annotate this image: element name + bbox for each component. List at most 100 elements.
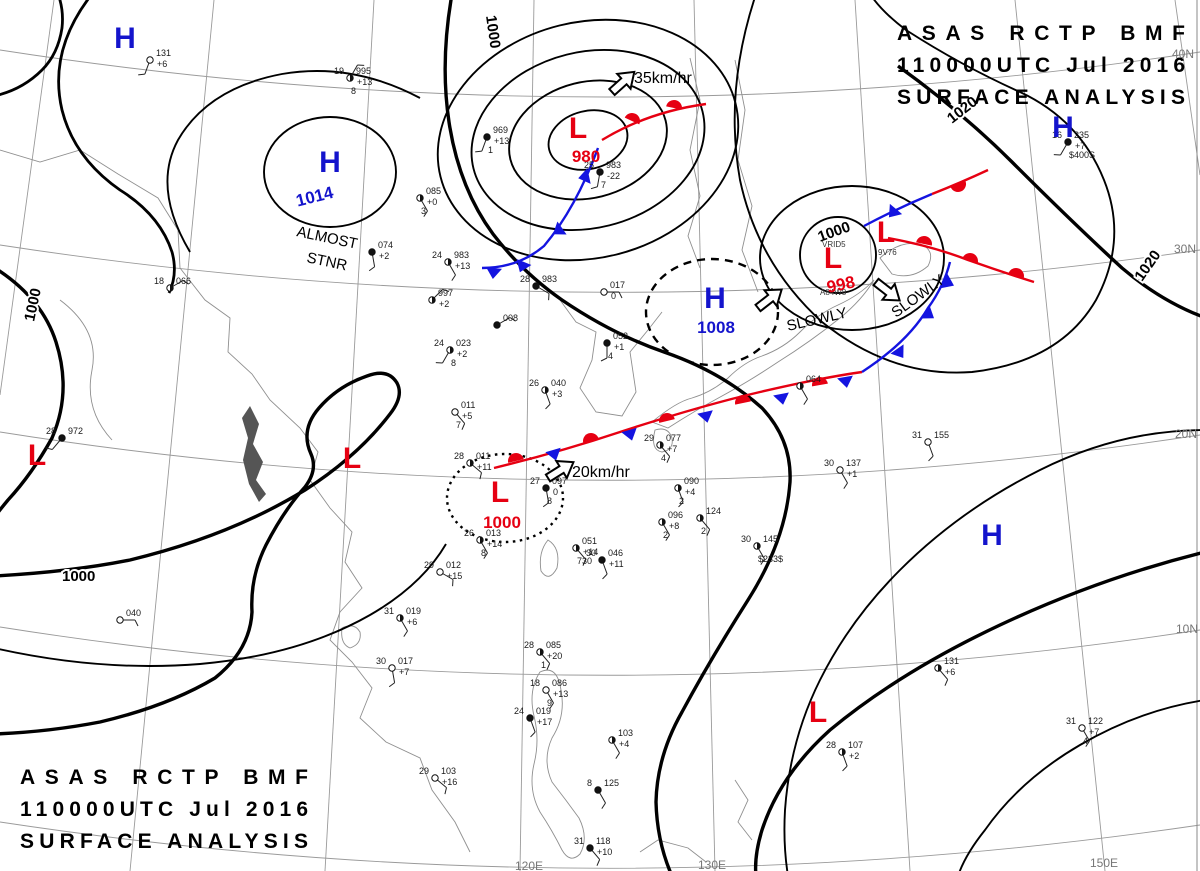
wind-barb-tick <box>45 447 53 450</box>
station-plot: 31 122+74 <box>1066 716 1103 747</box>
station-pressure: 118 <box>596 836 610 846</box>
station-extra: 730 <box>577 556 592 566</box>
annotation-label: SLOWLY <box>785 305 849 335</box>
wind-barb-tick <box>590 186 598 190</box>
isobar-1000-west-upper <box>0 269 65 513</box>
station-temp: 8 <box>587 778 592 788</box>
front-occluded-ne-blue <box>863 192 933 228</box>
wind-barb-tick <box>388 682 395 688</box>
station-pressure: 972 <box>68 426 83 436</box>
station-temp: 31 <box>1066 716 1076 726</box>
station-temp: 19 <box>334 66 344 76</box>
wind-barb-tick <box>542 502 549 508</box>
cold-front-marker <box>837 375 853 388</box>
station-plot: 040 <box>116 608 141 627</box>
low-symbol: L <box>491 476 509 509</box>
station-half-fill <box>540 648 544 656</box>
isobar-dotted-l1000 <box>445 452 565 544</box>
wind-barb-tick <box>760 558 765 565</box>
station-plot: 064 <box>796 374 821 405</box>
station-pressure: 097 <box>552 476 567 486</box>
station-plot: 31 155 <box>912 430 949 462</box>
coast-taiwan <box>539 539 559 577</box>
station-tendency: +17 <box>537 717 552 727</box>
station-plot: 29 103+16 <box>419 766 457 795</box>
station-plot: 31 118+10 <box>574 836 612 866</box>
movement-arrow-icon <box>754 288 783 313</box>
station-pressure: 017 <box>610 280 625 290</box>
wind-barb-tick <box>530 731 536 738</box>
warm-front-marker <box>666 100 682 110</box>
station-tendency: +7 <box>1089 727 1099 737</box>
wind-barb-tick <box>615 752 620 759</box>
station-extra: 4 <box>1083 736 1088 746</box>
station-pressure: 995 <box>356 66 371 76</box>
coast-hokkaido <box>879 242 932 277</box>
station-plot: 8 125 <box>587 778 619 809</box>
station-tendency: +11 <box>609 559 624 569</box>
coastlines <box>0 57 932 863</box>
station-extra: 8 <box>481 548 486 558</box>
front-occluded-ne-red <box>931 168 989 196</box>
wind-barb-tick <box>803 398 808 405</box>
station-plot: 16 235+7$400S <box>1052 130 1095 160</box>
title-top-right-line: SURFACE ANALYSIS <box>897 86 1185 109</box>
pressure-value: 1014 <box>294 183 336 211</box>
station-temp: 31 <box>912 430 922 440</box>
station-half-fill <box>480 536 484 544</box>
annotation-label: 20km/hr <box>572 464 630 481</box>
station-tendency: +11 <box>477 462 492 472</box>
station-extra: 7 <box>456 420 461 430</box>
isobar-loop-twin-lows <box>733 0 1116 374</box>
station-pressure: 011 <box>461 400 475 410</box>
station-tendency: +20 <box>547 651 562 661</box>
station-pressure: 085 <box>546 640 561 650</box>
station-circle <box>451 408 459 416</box>
station-tendency: +16 <box>442 777 457 787</box>
isobar-around-h1014 <box>263 116 397 228</box>
station-half-fill <box>450 346 454 354</box>
station-circle <box>483 133 491 141</box>
station-plot: 18 066 <box>154 276 191 292</box>
station-half-fill <box>842 748 846 756</box>
station-extra: 2 <box>663 530 668 540</box>
isobar-l998-outer <box>759 185 945 331</box>
pressure-center-l: L <box>343 442 361 475</box>
station-extra: 2 <box>701 526 706 536</box>
station-pressure: 046 <box>608 548 623 558</box>
station-plot: 103+4 <box>608 728 633 759</box>
station-extra: $233$ <box>758 554 783 564</box>
ship-id-label: A84W8 <box>820 288 847 297</box>
station-plot: 969+131 <box>475 125 509 155</box>
wind-barb-tick <box>665 534 670 541</box>
station-circle <box>542 686 550 694</box>
station-extra: 2 <box>679 496 684 506</box>
cold-front-marker <box>486 267 502 279</box>
river-line <box>59 299 113 441</box>
station-pressure: 983 <box>454 250 469 260</box>
pressure-value: 980 <box>572 147 600 166</box>
cold-front-marker <box>552 221 567 235</box>
station-temp: 29 <box>644 433 654 443</box>
wind-barb-tick <box>582 559 587 566</box>
pressure-center-h: H 1014 <box>294 146 341 210</box>
station-half-fill <box>700 514 704 522</box>
station-pressure: 145 <box>763 534 778 544</box>
station-tendency: +7 <box>667 444 677 454</box>
station-plot: 25 983-227 <box>584 160 621 190</box>
movement-arrow-icon <box>607 70 636 97</box>
cold-front-marker <box>940 273 954 289</box>
isobar-value-label: 1000 <box>482 14 503 49</box>
isobar-southeast-thick <box>753 551 1200 871</box>
station-tendency: +5 <box>462 411 472 421</box>
cold-front-marker <box>890 344 904 359</box>
wind-barb-tick <box>944 679 949 686</box>
station-temp: 29 <box>419 766 429 776</box>
station-half-fill <box>350 74 354 82</box>
station-tendency: +4 <box>685 487 695 497</box>
station-half-fill <box>938 664 942 672</box>
